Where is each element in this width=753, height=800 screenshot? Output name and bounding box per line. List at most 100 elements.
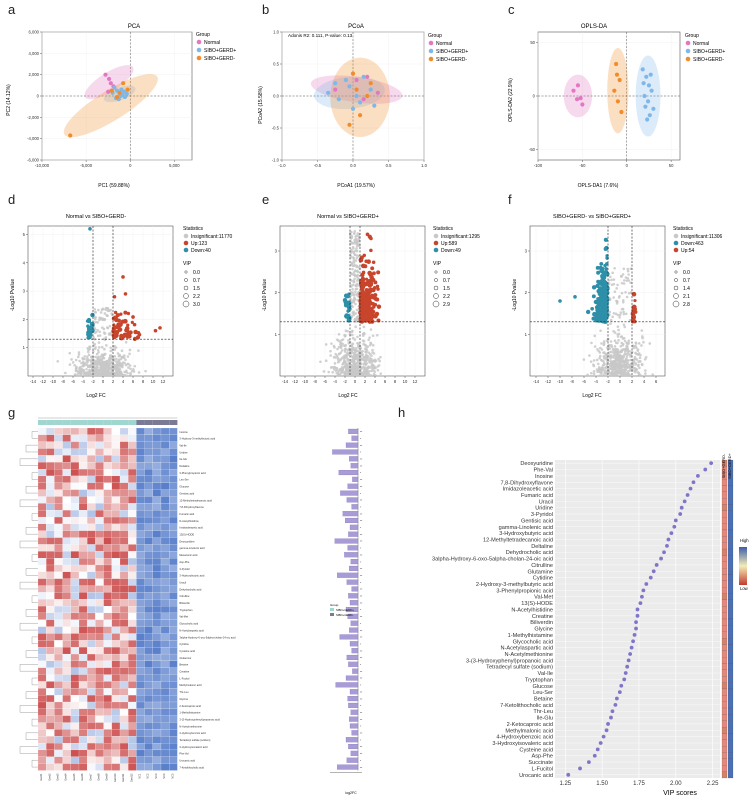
volcano-e-point-insignificant: [351, 345, 354, 349]
volcano-f-point-insignificant: [612, 355, 615, 358]
volcano-e-point-insignificant: [347, 353, 351, 357]
volcano-f-point-down: [591, 285, 597, 290]
heatmap-row-label: Glycine: [179, 697, 188, 701]
volcano-e-point-insignificant: [350, 262, 353, 266]
heatmap-cell: [46, 469, 55, 477]
volcano-f-point-insignificant: [612, 311, 616, 315]
heatmap-cell: [78, 578, 88, 586]
heatmap-cell: [111, 688, 121, 696]
volcano-f-point-down: [595, 303, 601, 309]
volcano-e-point-insignificant: [336, 360, 340, 364]
volcano-e-point-insignificant: [337, 345, 341, 349]
heatmap-cell: [103, 612, 112, 620]
vip-category-label: 13(S)-HODE: [521, 601, 553, 607]
volcano-f-point-insignificant: [602, 340, 606, 343]
heatmap-cell: [37, 736, 47, 744]
heatmap-cell: [62, 708, 71, 716]
heatmap-cell: [119, 537, 129, 545]
volcano-f-point-insignificant: [630, 368, 634, 371]
heatmap-cell: [46, 599, 55, 607]
heatmap-cell: [87, 462, 96, 470]
heatmap-cell: [54, 626, 63, 634]
heatmap-row-label: Gentisic acid: [179, 491, 194, 495]
vip-category-label: 7,8-Dihydroxyflavone: [500, 480, 553, 486]
heatmap-cell: [78, 592, 88, 600]
volcano-d-point-insignificant: [126, 362, 129, 366]
volcano-f-point-insignificant: [622, 267, 626, 271]
volcano-e-point-insignificant: [336, 372, 340, 376]
volcano-d-point-insignificant: [116, 352, 120, 355]
volcano-e-point-up: [360, 301, 365, 306]
pca-legend-normal: Normal: [204, 40, 220, 46]
heatmap-cell: [169, 736, 178, 744]
heatmap-cell: [78, 612, 88, 620]
heatmap-cell: [54, 660, 63, 668]
vip-point: [641, 588, 646, 593]
pca-point-sibogerd: [121, 81, 126, 86]
heatmap-cell: [95, 496, 104, 504]
volcano-e-point-insignificant: [353, 253, 356, 256]
heatmap-cell: [169, 688, 178, 696]
heatmap-cell: [62, 701, 71, 709]
heatmap-cell: [95, 681, 104, 689]
volcano-f-point-insignificant: [634, 361, 637, 365]
heatmap-cell: [136, 763, 145, 771]
heatmap-row-label: Inosine: [179, 430, 188, 434]
volcano-d-point-insignificant: [126, 371, 129, 375]
volcano-d-point-insignificant: [99, 370, 102, 373]
heatmap-cell: [37, 715, 47, 723]
volcano-d-point-insignificant: [117, 362, 121, 366]
pcoa-xlabel: PCoA1 (19.57%): [337, 183, 375, 189]
heatmap-cell: [78, 708, 88, 716]
volcano-e-point-insignificant: [369, 341, 372, 345]
heatmap-cell: [160, 667, 170, 675]
volcano-e-point-insignificant: [319, 360, 322, 364]
heatmap-cell: [78, 619, 88, 627]
heatmap-cell: [70, 612, 80, 620]
heatmap-cell: [160, 571, 170, 579]
vip-heat-gerdpos: [727, 631, 734, 639]
volcano-d-point-insignificant: [92, 373, 95, 376]
heatmap-cell: [169, 551, 178, 559]
heatmap-cell: [103, 708, 112, 716]
heatmap-cell: [37, 482, 47, 490]
panel-label-a: a: [8, 2, 16, 17]
volcano-e-x-tick-label: 0: [354, 379, 357, 384]
heatmap-cell: [144, 633, 153, 641]
vip-heat-gerdneg: [721, 714, 728, 721]
volcano-e-point-up: [366, 294, 371, 299]
pcoa-point-sibogerd: [358, 100, 363, 105]
heatmap-cell: [46, 606, 55, 614]
vip-heat-gerdpos: [727, 669, 734, 677]
volcano-f-point-insignificant: [625, 279, 629, 282]
vip-heat-gerdneg: [721, 536, 728, 543]
volcano-e-point-insignificant: [352, 356, 356, 360]
heatmap-cell: [62, 619, 71, 627]
vip-point: [665, 543, 669, 548]
volcano-e-point-up: [365, 303, 371, 308]
vip-heat-gerdpos: [727, 561, 734, 569]
heatmap-significance: **: [360, 670, 363, 674]
heatmap-cell: [111, 482, 121, 490]
vip-category-label: Tryptophan: [525, 677, 553, 683]
vip-point: [626, 658, 631, 663]
heatmap-bar: [349, 641, 359, 647]
heatmap-cell: [111, 681, 121, 689]
volcano-e-point-insignificant: [365, 369, 369, 373]
vip-heat-gerdpos: [727, 580, 734, 588]
heatmap-cell: [78, 564, 88, 572]
pcoa-y-tick-label: -0.5: [272, 126, 280, 131]
heatmap-cell: [46, 743, 55, 751]
heatmap-cell: [70, 653, 80, 661]
heatmap-cell: [128, 523, 137, 531]
volcano-f-point-insignificant: [590, 341, 593, 345]
heatmap-group-cell: [111, 420, 120, 425]
heatmap-cell: [54, 743, 63, 751]
heatmap-cell: [111, 510, 121, 518]
heatmap-row-dendrogram: [31, 472, 38, 480]
heatmap-cell: [46, 749, 55, 757]
heatmap-row-dendrogram: [31, 760, 38, 768]
pcoa-legend-gerdpos: SIBO+GERD+: [436, 49, 468, 55]
pca-point-sibogerd: [117, 90, 122, 95]
